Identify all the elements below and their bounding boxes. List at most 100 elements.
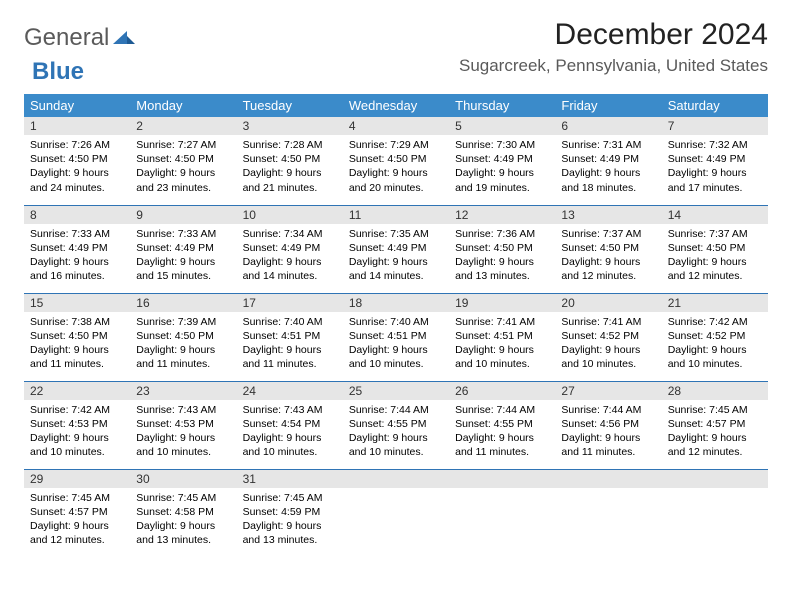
day-number: 15 [24, 294, 130, 312]
calendar-week-row: 22Sunrise: 7:42 AMSunset: 4:53 PMDayligh… [24, 381, 768, 469]
calendar-day-cell [555, 469, 661, 557]
day-detail-text: Sunrise: 7:36 AMSunset: 4:50 PMDaylight:… [449, 224, 555, 290]
day-detail-text: Sunrise: 7:30 AMSunset: 4:49 PMDaylight:… [449, 135, 555, 201]
day-detail-text: Sunrise: 7:37 AMSunset: 4:50 PMDaylight:… [555, 224, 661, 290]
title-block: December 2024 Sugarcreek, Pennsylvania, … [459, 18, 768, 84]
calendar-header: SundayMondayTuesdayWednesdayThursdayFrid… [24, 94, 768, 117]
day-number: 31 [237, 470, 343, 488]
calendar-day-cell: 2Sunrise: 7:27 AMSunset: 4:50 PMDaylight… [130, 117, 236, 205]
weekday-header: Saturday [662, 94, 768, 117]
day-number-empty [343, 470, 449, 488]
calendar-day-cell: 31Sunrise: 7:45 AMSunset: 4:59 PMDayligh… [237, 469, 343, 557]
day-detail-text: Sunrise: 7:44 AMSunset: 4:55 PMDaylight:… [343, 400, 449, 466]
day-number: 20 [555, 294, 661, 312]
calendar-day-cell: 30Sunrise: 7:45 AMSunset: 4:58 PMDayligh… [130, 469, 236, 557]
day-detail-text: Sunrise: 7:28 AMSunset: 4:50 PMDaylight:… [237, 135, 343, 201]
calendar-day-cell: 6Sunrise: 7:31 AMSunset: 4:49 PMDaylight… [555, 117, 661, 205]
day-detail-text: Sunrise: 7:33 AMSunset: 4:49 PMDaylight:… [24, 224, 130, 290]
day-number: 1 [24, 117, 130, 135]
calendar-day-cell: 27Sunrise: 7:44 AMSunset: 4:56 PMDayligh… [555, 381, 661, 469]
day-number: 4 [343, 117, 449, 135]
weekday-header: Friday [555, 94, 661, 117]
calendar-day-cell: 23Sunrise: 7:43 AMSunset: 4:53 PMDayligh… [130, 381, 236, 469]
day-number-empty [662, 470, 768, 488]
day-number: 19 [449, 294, 555, 312]
location-subtitle: Sugarcreek, Pennsylvania, United States [459, 56, 768, 76]
day-number: 7 [662, 117, 768, 135]
calendar-day-cell: 9Sunrise: 7:33 AMSunset: 4:49 PMDaylight… [130, 205, 236, 293]
calendar-day-cell: 3Sunrise: 7:28 AMSunset: 4:50 PMDaylight… [237, 117, 343, 205]
logo-text-1: General [24, 24, 109, 52]
day-detail-text: Sunrise: 7:41 AMSunset: 4:51 PMDaylight:… [449, 312, 555, 378]
day-number: 12 [449, 206, 555, 224]
calendar-day-cell: 24Sunrise: 7:43 AMSunset: 4:54 PMDayligh… [237, 381, 343, 469]
day-detail-text: Sunrise: 7:45 AMSunset: 4:57 PMDaylight:… [662, 400, 768, 466]
day-detail-text: Sunrise: 7:39 AMSunset: 4:50 PMDaylight:… [130, 312, 236, 378]
calendar-day-cell: 14Sunrise: 7:37 AMSunset: 4:50 PMDayligh… [662, 205, 768, 293]
day-number: 26 [449, 382, 555, 400]
calendar-day-cell: 21Sunrise: 7:42 AMSunset: 4:52 PMDayligh… [662, 293, 768, 381]
calendar-day-cell: 4Sunrise: 7:29 AMSunset: 4:50 PMDaylight… [343, 117, 449, 205]
day-detail-text: Sunrise: 7:37 AMSunset: 4:50 PMDaylight:… [662, 224, 768, 290]
weekday-header: Thursday [449, 94, 555, 117]
weekday-header: Monday [130, 94, 236, 117]
day-detail-text: Sunrise: 7:32 AMSunset: 4:49 PMDaylight:… [662, 135, 768, 201]
calendar-day-cell: 18Sunrise: 7:40 AMSunset: 4:51 PMDayligh… [343, 293, 449, 381]
calendar-week-row: 8Sunrise: 7:33 AMSunset: 4:49 PMDaylight… [24, 205, 768, 293]
day-number: 2 [130, 117, 236, 135]
day-detail-text: Sunrise: 7:45 AMSunset: 4:59 PMDaylight:… [237, 488, 343, 554]
calendar-day-cell: 5Sunrise: 7:30 AMSunset: 4:49 PMDaylight… [449, 117, 555, 205]
day-number: 25 [343, 382, 449, 400]
day-number: 28 [662, 382, 768, 400]
day-number: 13 [555, 206, 661, 224]
logo: General [24, 18, 137, 52]
weekday-header: Sunday [24, 94, 130, 117]
calendar-day-cell: 19Sunrise: 7:41 AMSunset: 4:51 PMDayligh… [449, 293, 555, 381]
day-number-empty [555, 470, 661, 488]
day-detail-text: Sunrise: 7:35 AMSunset: 4:49 PMDaylight:… [343, 224, 449, 290]
calendar-day-cell: 28Sunrise: 7:45 AMSunset: 4:57 PMDayligh… [662, 381, 768, 469]
calendar-day-cell: 10Sunrise: 7:34 AMSunset: 4:49 PMDayligh… [237, 205, 343, 293]
day-detail-text: Sunrise: 7:26 AMSunset: 4:50 PMDaylight:… [24, 135, 130, 201]
calendar-day-cell [449, 469, 555, 557]
calendar-day-cell: 22Sunrise: 7:42 AMSunset: 4:53 PMDayligh… [24, 381, 130, 469]
day-number: 24 [237, 382, 343, 400]
calendar-day-cell: 29Sunrise: 7:45 AMSunset: 4:57 PMDayligh… [24, 469, 130, 557]
page-title: December 2024 [459, 18, 768, 52]
day-detail-text: Sunrise: 7:29 AMSunset: 4:50 PMDaylight:… [343, 135, 449, 201]
calendar-day-cell: 11Sunrise: 7:35 AMSunset: 4:49 PMDayligh… [343, 205, 449, 293]
day-number: 16 [130, 294, 236, 312]
calendar-day-cell: 1Sunrise: 7:26 AMSunset: 4:50 PMDaylight… [24, 117, 130, 205]
day-number: 22 [24, 382, 130, 400]
day-detail-text: Sunrise: 7:43 AMSunset: 4:53 PMDaylight:… [130, 400, 236, 466]
day-detail-text: Sunrise: 7:43 AMSunset: 4:54 PMDaylight:… [237, 400, 343, 466]
calendar-table: SundayMondayTuesdayWednesdayThursdayFrid… [24, 94, 768, 557]
calendar-day-cell: 26Sunrise: 7:44 AMSunset: 4:55 PMDayligh… [449, 381, 555, 469]
day-number: 8 [24, 206, 130, 224]
day-number: 14 [662, 206, 768, 224]
weekday-header: Wednesday [343, 94, 449, 117]
calendar-day-cell [662, 469, 768, 557]
calendar-week-row: 15Sunrise: 7:38 AMSunset: 4:50 PMDayligh… [24, 293, 768, 381]
calendar-week-row: 29Sunrise: 7:45 AMSunset: 4:57 PMDayligh… [24, 469, 768, 557]
day-detail-text: Sunrise: 7:40 AMSunset: 4:51 PMDaylight:… [343, 312, 449, 378]
day-number: 29 [24, 470, 130, 488]
logo-triangle-icon [113, 24, 135, 52]
calendar-day-cell: 20Sunrise: 7:41 AMSunset: 4:52 PMDayligh… [555, 293, 661, 381]
day-number: 18 [343, 294, 449, 312]
day-detail-text: Sunrise: 7:44 AMSunset: 4:55 PMDaylight:… [449, 400, 555, 466]
day-number: 11 [343, 206, 449, 224]
calendar-day-cell: 17Sunrise: 7:40 AMSunset: 4:51 PMDayligh… [237, 293, 343, 381]
calendar-day-cell: 7Sunrise: 7:32 AMSunset: 4:49 PMDaylight… [662, 117, 768, 205]
day-detail-text: Sunrise: 7:31 AMSunset: 4:49 PMDaylight:… [555, 135, 661, 201]
day-number: 3 [237, 117, 343, 135]
day-number-empty [449, 470, 555, 488]
day-number: 10 [237, 206, 343, 224]
day-detail-text: Sunrise: 7:42 AMSunset: 4:53 PMDaylight:… [24, 400, 130, 466]
day-detail-text: Sunrise: 7:45 AMSunset: 4:58 PMDaylight:… [130, 488, 236, 554]
calendar-day-cell: 13Sunrise: 7:37 AMSunset: 4:50 PMDayligh… [555, 205, 661, 293]
day-number: 6 [555, 117, 661, 135]
day-number: 21 [662, 294, 768, 312]
day-detail-text: Sunrise: 7:42 AMSunset: 4:52 PMDaylight:… [662, 312, 768, 378]
day-number: 5 [449, 117, 555, 135]
